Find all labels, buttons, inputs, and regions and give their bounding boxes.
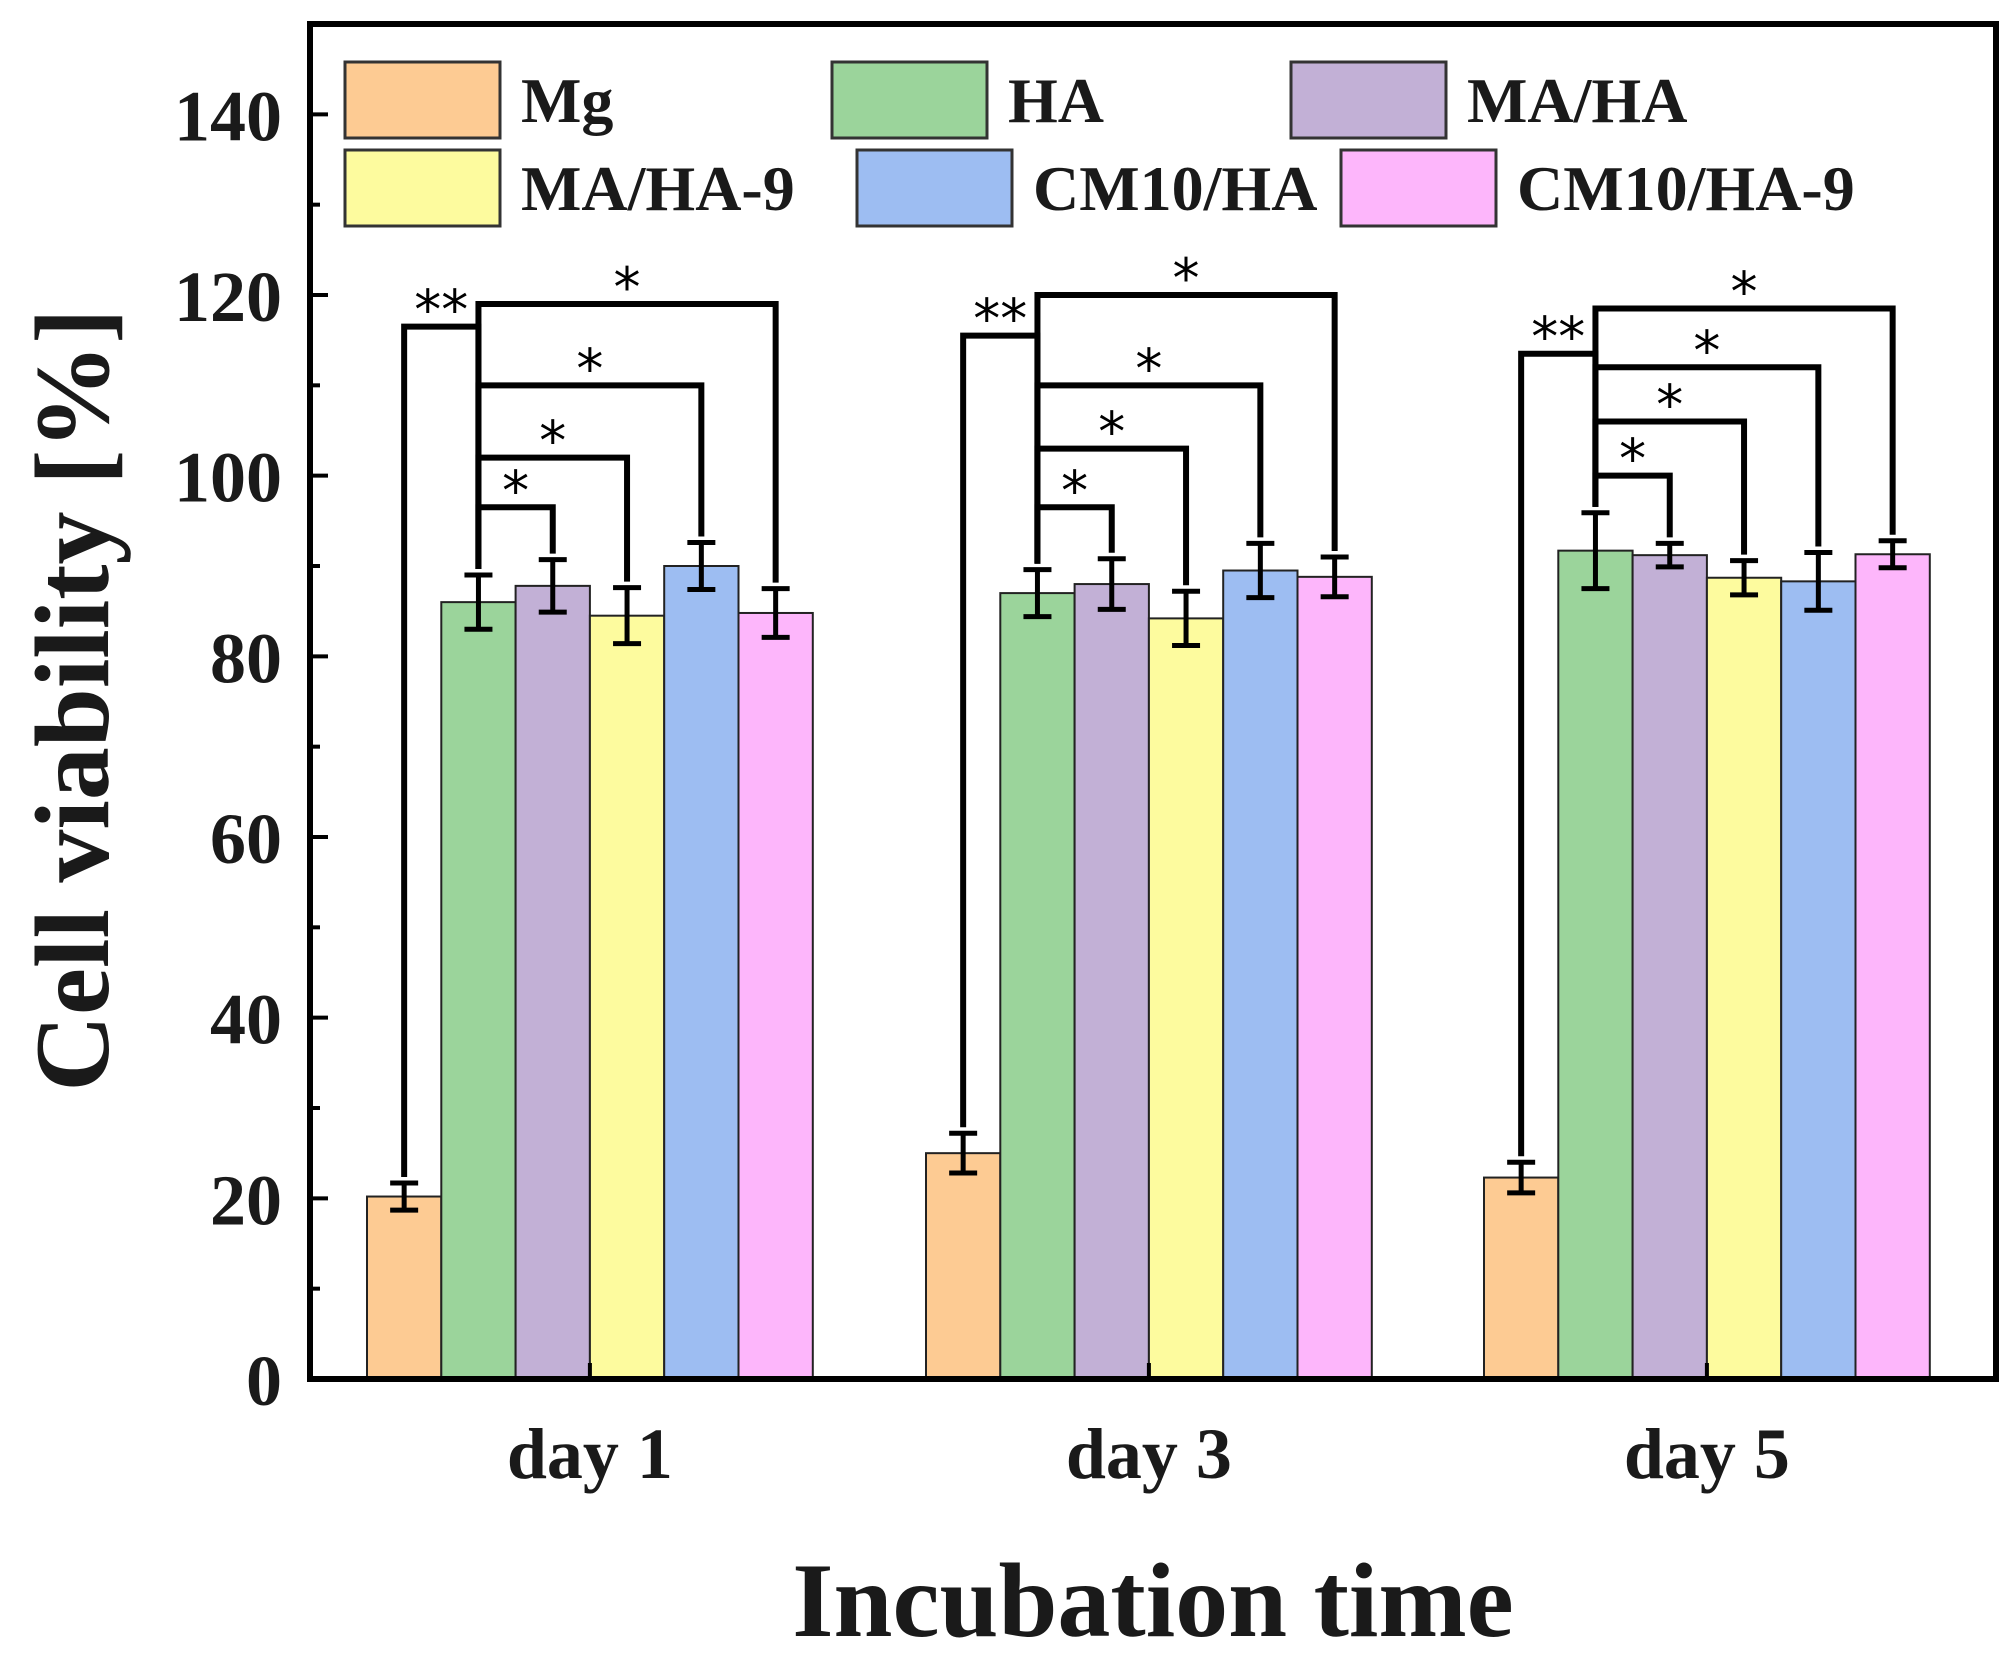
legend-swatch [1289,60,1448,140]
bar-cm10-ha-day-3 [1222,569,1299,1380]
x-tick-label: day 1 [507,1414,673,1494]
legend-label: HA [1008,65,1104,136]
significance-label: * [502,459,529,522]
bar-layer [366,549,1931,1380]
bar-ma-ha-9-day-3 [1147,617,1225,1380]
significance-label: ** [1531,306,1585,369]
significance-label: * [1061,459,1088,522]
y-tick-label: 0 [246,1341,282,1421]
x-tick-label: day 5 [1624,1414,1790,1494]
significance-label: * [1098,401,1125,464]
bar-cm10-ha-9-day-3 [1296,575,1373,1380]
y-axis-title: Cell viability [%] [14,308,131,1091]
significance-label: * [1693,319,1720,382]
significance-label: ** [414,279,468,342]
bar-ma-ha-9-day-5 [1705,576,1783,1380]
bar-ha-day-1 [440,601,517,1380]
y-axis: 0 20 40 60 80 100 120 140 [174,22,328,1421]
bar-cm10-ha-9-day-5 [1854,553,1931,1380]
y-tick-label: 40 [210,980,282,1060]
legend: Mg HA MA/HA MA/HA-9 CM10/HA CM10/HA-9 [343,60,1855,228]
significance-label: * [539,410,566,473]
legend-label: CM10/HA [1033,153,1317,224]
legend-swatch [855,148,1014,228]
bar-ha-day-5 [1557,549,1634,1380]
legend-label: CM10/HA-9 [1517,153,1855,224]
y-tick-label: 20 [210,1160,282,1240]
significance-label: * [1173,247,1200,310]
legend-label: Mg [521,65,613,136]
x-axis: day 1 day 3 day 5 [507,1363,1790,1494]
legend-label: MA/HA-9 [521,153,795,224]
legend-swatch [343,60,502,140]
y-tick-label: 100 [174,438,282,518]
bar-cm10-ha-day-1 [663,565,740,1380]
significance-label: * [1656,373,1683,436]
bar-cm10-ha-9-day-1 [737,611,814,1380]
bar-ma-ha-day-1 [514,584,591,1380]
bar-mg-day-3 [925,1152,1002,1380]
y-tick-label: 80 [210,618,282,698]
significance-layer: ****************** [401,247,1896,1177]
significance-bracket [1034,292,1338,564]
legend-swatch [1339,148,1498,228]
bar-cm10-ha-day-5 [1780,580,1857,1380]
y-tick-label: 140 [174,76,282,156]
plot-frame [307,21,1999,1382]
x-axis-title: Incubation time [792,1542,1513,1659]
significance-label: * [1135,337,1162,400]
significance-bracket [1592,305,1896,535]
significance-bracket [475,301,779,583]
bar-mg-day-1 [366,1195,443,1380]
legend-label: MA/HA [1467,65,1687,136]
y-tick-label: 120 [174,257,282,337]
legend-swatch [343,148,502,228]
legend-swatch [830,60,989,140]
significance-label: ** [973,288,1027,351]
significance-label: * [1731,261,1758,324]
significance-label: * [614,256,641,319]
bar-ha-day-3 [999,592,1076,1380]
significance-label: * [576,337,603,400]
significance-label: * [1619,428,1646,491]
bar-mg-day-5 [1483,1176,1560,1380]
y-tick-label: 60 [210,799,282,879]
bar-ma-ha-day-5 [1631,554,1708,1380]
x-tick-label: day 3 [1066,1414,1232,1494]
error-bar-layer [390,510,1907,1213]
bar-ma-ha-9-day-1 [588,614,666,1380]
bar-ma-ha-day-3 [1073,583,1150,1380]
